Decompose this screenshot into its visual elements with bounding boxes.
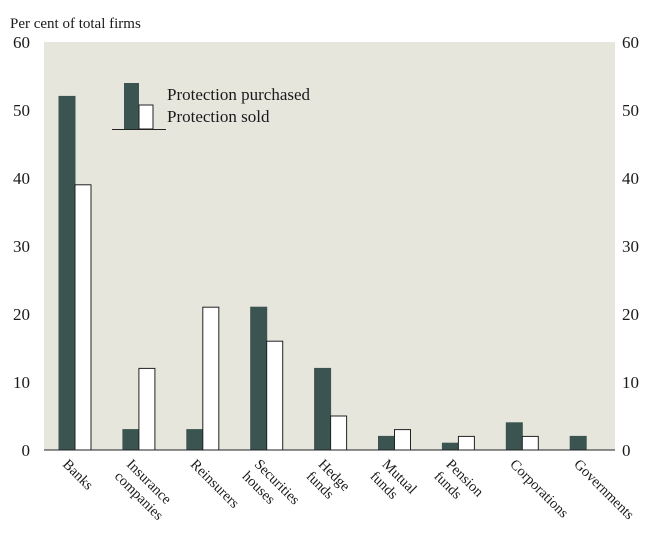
y-axis-right: 0 10 20 30 40 50 60 (622, 33, 639, 460)
y-tick-label-right: 50 (622, 101, 639, 120)
y-tick-label-right: 20 (622, 305, 639, 324)
bar-purchased-0 (58, 95, 76, 451)
legend-swatch-purchased (124, 83, 139, 129)
legend-swatch-sold (138, 104, 154, 130)
y-tick-label-left: 10 (13, 373, 30, 392)
y-tick-label-right: 30 (622, 237, 639, 256)
y-tick-label-left: 60 (13, 33, 30, 52)
legend-label-sold: Protection sold (167, 107, 270, 126)
bar-sold-7 (521, 435, 539, 451)
bar-purchased-2 (186, 429, 204, 451)
bar-purchased-1 (122, 429, 140, 451)
y-tick-label-left: 50 (13, 101, 30, 120)
bar-purchased-7 (505, 422, 523, 451)
y-tick-label-right: 10 (622, 373, 639, 392)
legend-label-purchased: Protection purchased (167, 85, 311, 104)
y-tick-label-right: 40 (622, 169, 639, 188)
legend: Protection purchased Protection sold (112, 83, 311, 130)
y-tick-label-left: 40 (13, 169, 30, 188)
x-tick-label: Mutualfunds (367, 457, 420, 510)
bar-sold-2 (202, 306, 220, 451)
x-tick-label: Pensionfunds (431, 457, 487, 513)
y-tick-label-left: 30 (13, 237, 30, 256)
bar-sold-3 (266, 340, 284, 451)
bar-sold-5 (394, 429, 411, 451)
x-tick-label: Corporations (506, 457, 571, 522)
bars-group (58, 95, 587, 451)
bar-sold-1 (138, 367, 156, 451)
bar-sold-0 (74, 184, 92, 451)
bar-sold-6 (457, 435, 475, 451)
bar-sold-4 (330, 415, 348, 451)
bar-purchased-3 (250, 306, 268, 451)
x-tick-label: Securitieshouses (239, 457, 303, 521)
bar-purchased-8 (569, 435, 587, 451)
y-tick-label-left: 0 (22, 441, 31, 460)
y-axis-left: 0 10 20 30 40 50 60 (13, 33, 30, 460)
x-tick-label: Governments (570, 457, 637, 524)
x-axis-ticks: Banks Insurancecompanies Reinsurers Securit… (59, 457, 637, 524)
y-tick-label-left: 20 (13, 305, 30, 324)
y-tick-label-right: 60 (622, 33, 639, 52)
x-tick-label: Hedgefunds (303, 457, 353, 507)
bar-purchased-4 (314, 367, 332, 451)
y-tick-label-right: 0 (622, 441, 631, 460)
bar-purchased-6 (441, 442, 459, 451)
bar-purchased-5 (378, 435, 395, 451)
x-tick-label: Reinsurers (187, 457, 242, 512)
x-tick-label: Banks (59, 457, 96, 494)
y-axis-label: Per cent of total firms (10, 16, 141, 32)
x-tick-label: Insurancecompanies (111, 457, 178, 524)
